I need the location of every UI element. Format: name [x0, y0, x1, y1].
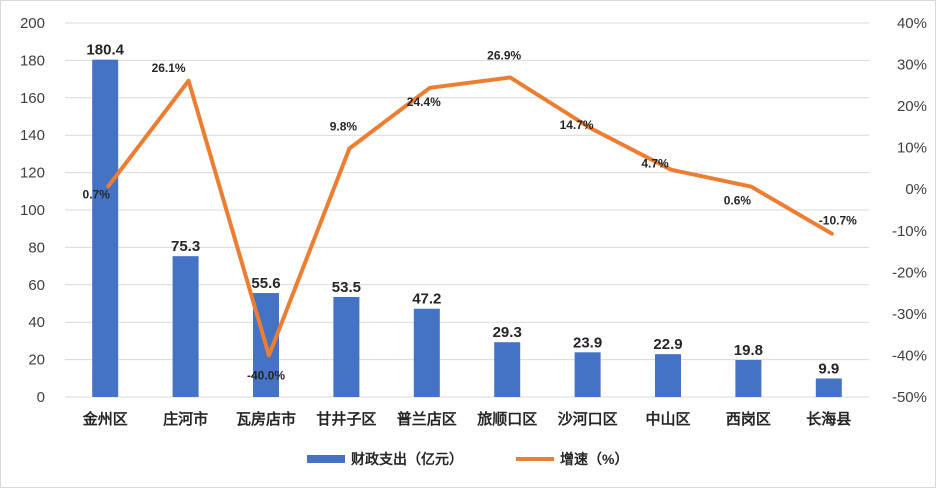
left-tick-label: 80 — [28, 239, 45, 256]
bar-value-label: 19.8 — [734, 342, 763, 359]
bar — [92, 60, 118, 397]
legend-swatch-bar — [307, 455, 345, 463]
data-labels: 180.4 75.3 55.6 53.5 47.2 29.3 23.9 22.9 19.8 9.9… — [83, 42, 858, 383]
left-tick-label: 0 — [37, 389, 45, 406]
category-label: 庄河市 — [163, 410, 208, 428]
bar — [816, 378, 842, 397]
left-tick-label: 140 — [20, 127, 45, 144]
bar-value-label: 9.9 — [818, 360, 839, 377]
right-tick-label: 30% — [897, 57, 927, 74]
right-tick-label: 0% — [905, 181, 927, 198]
category-label: 长海县 — [806, 410, 851, 428]
bar — [575, 352, 601, 397]
left-tick-label: 200 — [20, 15, 45, 32]
line-value-label: 26.1% — [152, 61, 186, 75]
line-value-label: 14.7% — [560, 118, 594, 132]
category-label: 甘井子区 — [316, 410, 376, 428]
right-tick-label: 40% — [897, 15, 927, 32]
category-label: 西岗区 — [726, 410, 771, 428]
category-label: 瓦房店市 — [236, 410, 296, 428]
right-axis: -50% -40% -30% -20% -10% 0% 10% 20% 30% 40% — [892, 15, 927, 406]
bar-value-label: 55.6 — [251, 275, 280, 292]
bar-value-label: 53.5 — [332, 279, 361, 296]
right-tick-label: -10% — [892, 223, 927, 240]
left-tick-label: 100 — [20, 202, 45, 219]
left-axis: 0 20 40 60 80 100 120 140 160 180 200 — [20, 15, 45, 406]
left-tick-label: 40 — [28, 314, 45, 331]
legend-label-line: 增速（%） — [560, 451, 628, 467]
category-label: 沙河口区 — [558, 410, 618, 428]
bar-value-label: 75.3 — [171, 238, 200, 255]
category-label: 中山区 — [645, 410, 690, 428]
bar-value-label: 180.4 — [86, 42, 124, 59]
left-tick-label: 120 — [20, 165, 45, 182]
bar — [735, 360, 761, 397]
bar — [173, 256, 199, 397]
category-label: 旅顺口区 — [477, 410, 537, 428]
line-series — [108, 77, 832, 355]
line-value-label: 0.7% — [83, 187, 111, 201]
bar — [494, 342, 520, 397]
bar — [414, 309, 440, 397]
line-value-label: 26.9% — [487, 48, 521, 62]
growth-line — [108, 77, 832, 355]
bar-series — [92, 60, 842, 397]
bar-value-label: 47.2 — [412, 291, 441, 308]
left-tick-label: 20 — [28, 352, 45, 369]
category-label: 金州区 — [82, 410, 128, 428]
category-axis: 金州区 庄河市 瓦房店市 甘井子区 普兰店区 旅顺口区 沙河口区 中山区 西岗区 长海县 — [82, 410, 852, 428]
right-tick-label: -40% — [892, 347, 927, 364]
right-tick-label: 10% — [897, 140, 927, 157]
right-tick-label: 20% — [897, 98, 927, 115]
legend-label-bar: 财政支出（亿元） — [350, 451, 463, 467]
right-tick-label: -30% — [892, 306, 927, 323]
left-tick-label: 60 — [28, 277, 45, 294]
left-tick-label: 180 — [20, 52, 45, 69]
line-value-label: -10.7% — [819, 214, 857, 228]
bar-value-label: 22.9 — [653, 336, 682, 353]
bar-value-label: 23.9 — [573, 334, 602, 351]
left-tick-label: 160 — [20, 90, 45, 107]
bar-value-label: 29.3 — [493, 324, 522, 341]
line-value-label: -40.0% — [247, 368, 285, 382]
category-label: 普兰店区 — [397, 410, 457, 428]
line-value-label: 9.8% — [330, 119, 358, 133]
right-tick-label: -20% — [892, 264, 927, 281]
right-tick-label: -50% — [892, 389, 927, 406]
legend: 财政支出（亿元） 增速（%） — [307, 451, 628, 467]
line-value-label: 0.6% — [724, 194, 752, 208]
line-value-label: 24.4% — [407, 95, 441, 109]
line-value-label: 4.7% — [641, 157, 669, 171]
bar — [333, 297, 359, 397]
bar — [655, 354, 681, 397]
